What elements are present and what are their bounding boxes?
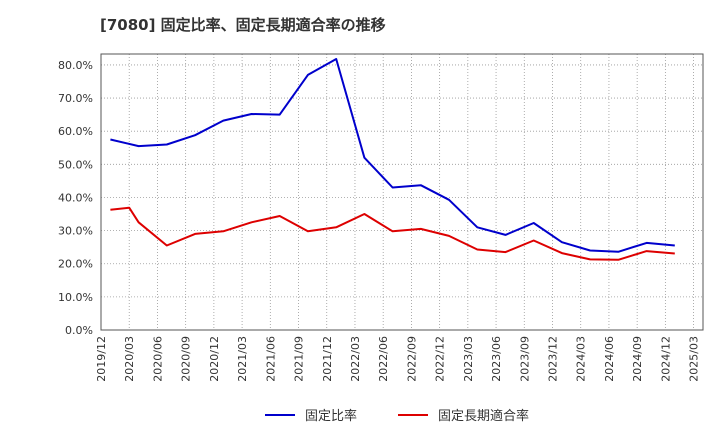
y-tick-label: 40.0% <box>58 191 93 204</box>
x-tick-label: 2020/12 <box>208 336 221 382</box>
legend: 固定比率 固定長期適合率 <box>265 408 529 424</box>
x-tick-label: 2023/03 <box>462 336 475 382</box>
y-axis-ticks: 0.0% 10.0% 20.0% 30.0% 40.0% 50.0% 60.0% 70.0% 8… <box>58 59 93 337</box>
y-tick-label: 0.0% <box>65 324 93 337</box>
x-tick-label: 2022/03 <box>349 336 362 382</box>
x-tick-label: 2020/09 <box>180 336 193 382</box>
x-tick-label: 2024/03 <box>575 336 588 382</box>
legend-label-2: 固定長期適合率 <box>438 408 529 424</box>
x-tick-label: 2024/06 <box>603 336 616 382</box>
x-tick-label: 2023/12 <box>547 336 560 382</box>
x-tick-label: 2022/09 <box>405 336 418 382</box>
axes <box>100 53 704 331</box>
x-tick-label: 2022/06 <box>377 336 390 382</box>
x-axis-ticks: 2019/12 2020/03 2020/06 2020/09 2020/12 2021/… <box>95 336 701 382</box>
y-tick-label: 10.0% <box>58 291 93 304</box>
series-lines <box>110 58 675 261</box>
x-tick-label: 2023/06 <box>490 336 503 382</box>
y-tick-label: 70.0% <box>58 92 93 105</box>
x-tick-label: 2021/03 <box>236 336 249 382</box>
legend-label-1: 固定比率 <box>305 408 357 424</box>
x-tick-label: 2023/09 <box>518 336 531 382</box>
x-tick-label: 2021/06 <box>264 336 277 382</box>
y-tick-label: 60.0% <box>58 125 93 138</box>
series-line-1 <box>110 58 675 253</box>
x-tick-label: 2020/06 <box>151 336 164 382</box>
y-tick-label: 50.0% <box>58 158 93 171</box>
chart-title: [7080] 固定比率、固定長期適合率の推移 <box>100 16 386 34</box>
y-tick-label: 20.0% <box>58 258 93 271</box>
x-tick-label: 2024/09 <box>631 336 644 382</box>
x-tick-label: 2024/12 <box>659 336 672 382</box>
x-tick-label: 2022/12 <box>434 336 447 382</box>
x-tick-label: 2021/12 <box>321 336 334 382</box>
y-tick-label: 30.0% <box>58 225 93 238</box>
x-tick-label: 2021/09 <box>293 336 306 382</box>
series-line-2 <box>110 206 675 261</box>
x-tick-label: 2025/03 <box>688 336 701 382</box>
y-tick-label: 80.0% <box>58 59 93 72</box>
x-tick-label: 2019/12 <box>95 336 108 382</box>
plot-frame <box>100 53 704 331</box>
x-tick-label: 2020/03 <box>123 336 136 382</box>
gridlines <box>101 54 703 330</box>
